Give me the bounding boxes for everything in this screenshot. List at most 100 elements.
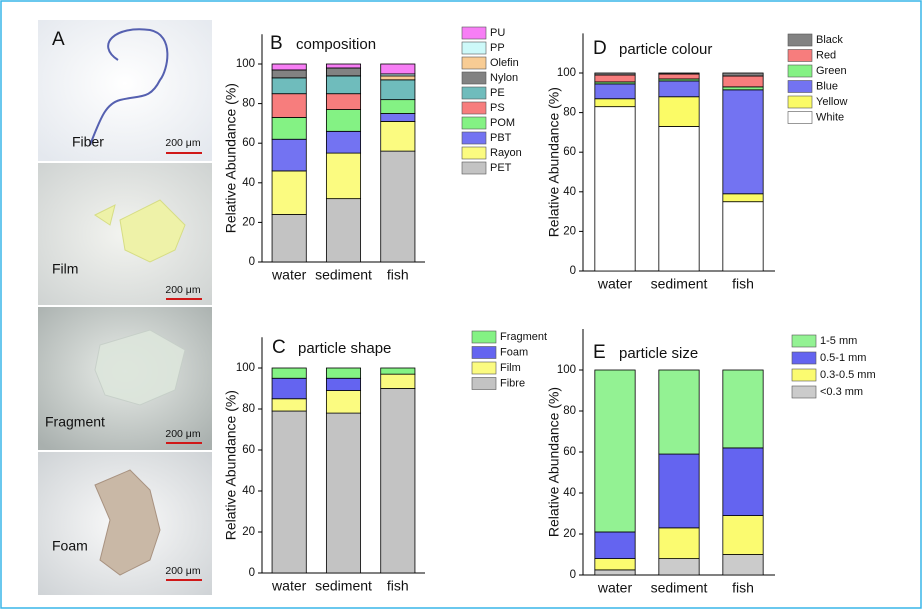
- bar-segment: [659, 528, 699, 559]
- bar-segment: [595, 370, 635, 532]
- bar-segment: [272, 94, 306, 118]
- y-tick-label: 20: [563, 528, 576, 540]
- legend-swatch: [462, 162, 486, 174]
- bar-segment: [272, 64, 306, 70]
- bar-segment: [381, 114, 415, 122]
- legend-swatch: [792, 386, 816, 398]
- legend-label: Foam: [500, 346, 528, 358]
- y-axis-label: Relative Abundance (%): [546, 87, 562, 237]
- legend-swatch: [462, 102, 486, 114]
- y-tick-label: 60: [563, 446, 576, 458]
- x-tick-label: water: [597, 580, 633, 596]
- y-tick-label: 80: [563, 405, 576, 417]
- bar-segment: [723, 370, 763, 448]
- scale-label: 200 μm: [165, 565, 200, 577]
- legend-label: PBT: [490, 132, 512, 144]
- panel-label: E: [593, 342, 606, 363]
- bar-segment: [272, 171, 306, 215]
- legend-label: PE: [490, 87, 505, 99]
- bar-segment: [326, 413, 360, 573]
- bar-segment: [659, 81, 699, 97]
- x-tick-label: fish: [732, 580, 754, 596]
- bar-segment: [326, 64, 360, 68]
- x-tick-label: fish: [387, 267, 409, 283]
- legend-swatch: [788, 65, 812, 77]
- bar-segment: [381, 80, 415, 100]
- y-tick-label: 40: [563, 186, 576, 198]
- y-axis-label: Relative Abundance (%): [546, 387, 562, 537]
- legend-label: White: [816, 111, 844, 123]
- bar-segment: [723, 555, 763, 576]
- y-tick-label: 40: [242, 177, 255, 189]
- legend-swatch: [788, 96, 812, 108]
- x-tick-label: fish: [732, 276, 754, 292]
- bar-segment: [381, 151, 415, 262]
- bar-segment: [659, 74, 699, 79]
- legend-swatch: [462, 117, 486, 129]
- legend-label: Red: [816, 49, 836, 61]
- legend-swatch: [462, 42, 486, 54]
- scale-label: 200 μm: [165, 284, 200, 296]
- legend-label: 1-5 mm: [820, 335, 857, 347]
- bar-segment: [595, 99, 635, 107]
- bar-segment: [272, 78, 306, 94]
- bar-segment: [272, 368, 306, 378]
- legend-swatch: [462, 57, 486, 69]
- legend-label: POM: [490, 117, 515, 129]
- panel-label: C: [272, 337, 286, 358]
- legend-label: PU: [490, 27, 505, 39]
- bar-segment: [272, 139, 306, 171]
- legend-swatch: [462, 132, 486, 144]
- panel-label: D: [593, 38, 607, 59]
- bar-segment: [659, 559, 699, 575]
- legend-swatch: [472, 378, 496, 390]
- bar-segment: [326, 153, 360, 199]
- figure: A Fiber Film Fragment Foam 200 μm 200 μm…: [0, 0, 922, 609]
- x-tick-label: water: [597, 276, 633, 292]
- y-tick-label: 0: [570, 569, 576, 581]
- bar-segment: [723, 87, 763, 90]
- bar-segment: [272, 214, 306, 262]
- bar-segment: [381, 389, 415, 574]
- y-tick-label: 40: [242, 485, 255, 497]
- bar-segment: [595, 75, 635, 82]
- x-tick-label: sediment: [651, 580, 708, 596]
- bar-segment: [272, 399, 306, 411]
- bar-segment: [595, 559, 635, 570]
- bar-segment: [595, 532, 635, 559]
- y-tick-label: 80: [242, 403, 255, 415]
- photo-label: Fiber: [72, 134, 104, 150]
- bar-segment: [723, 448, 763, 516]
- x-tick-label: sediment: [315, 578, 372, 594]
- chart-title: particle shape: [298, 340, 391, 357]
- scale-label: 200 μm: [165, 428, 200, 440]
- bar-segment: [381, 100, 415, 114]
- bar-segment: [326, 391, 360, 414]
- y-axis-label: Relative Abundance (%): [223, 83, 239, 233]
- bar-segment: [326, 110, 360, 132]
- bar-segment: [659, 73, 699, 74]
- legend-label: PET: [490, 162, 512, 174]
- bar-segment: [272, 117, 306, 139]
- legend-label: Fibre: [500, 377, 525, 389]
- y-tick-label: 80: [563, 107, 576, 119]
- y-tick-label: 100: [557, 67, 576, 79]
- bar-segment: [326, 368, 360, 378]
- y-tick-label: 40: [563, 487, 576, 499]
- photo-label: Film: [52, 261, 78, 277]
- y-tick-label: 0: [249, 567, 255, 579]
- photo-label: Fragment: [45, 414, 105, 430]
- bar-segment: [723, 516, 763, 555]
- legend-label: Rayon: [490, 147, 522, 159]
- bar-segment: [326, 76, 360, 94]
- bar-segment: [381, 374, 415, 388]
- legend-swatch: [462, 72, 486, 84]
- bar-segment: [723, 202, 763, 271]
- bar-segment: [595, 107, 635, 271]
- x-tick-label: sediment: [651, 276, 708, 292]
- bar-segment: [723, 90, 763, 194]
- y-tick-label: 100: [557, 364, 576, 376]
- legend-swatch: [462, 87, 486, 99]
- y-tick-label: 20: [242, 216, 255, 228]
- legend-label: PS: [490, 102, 505, 114]
